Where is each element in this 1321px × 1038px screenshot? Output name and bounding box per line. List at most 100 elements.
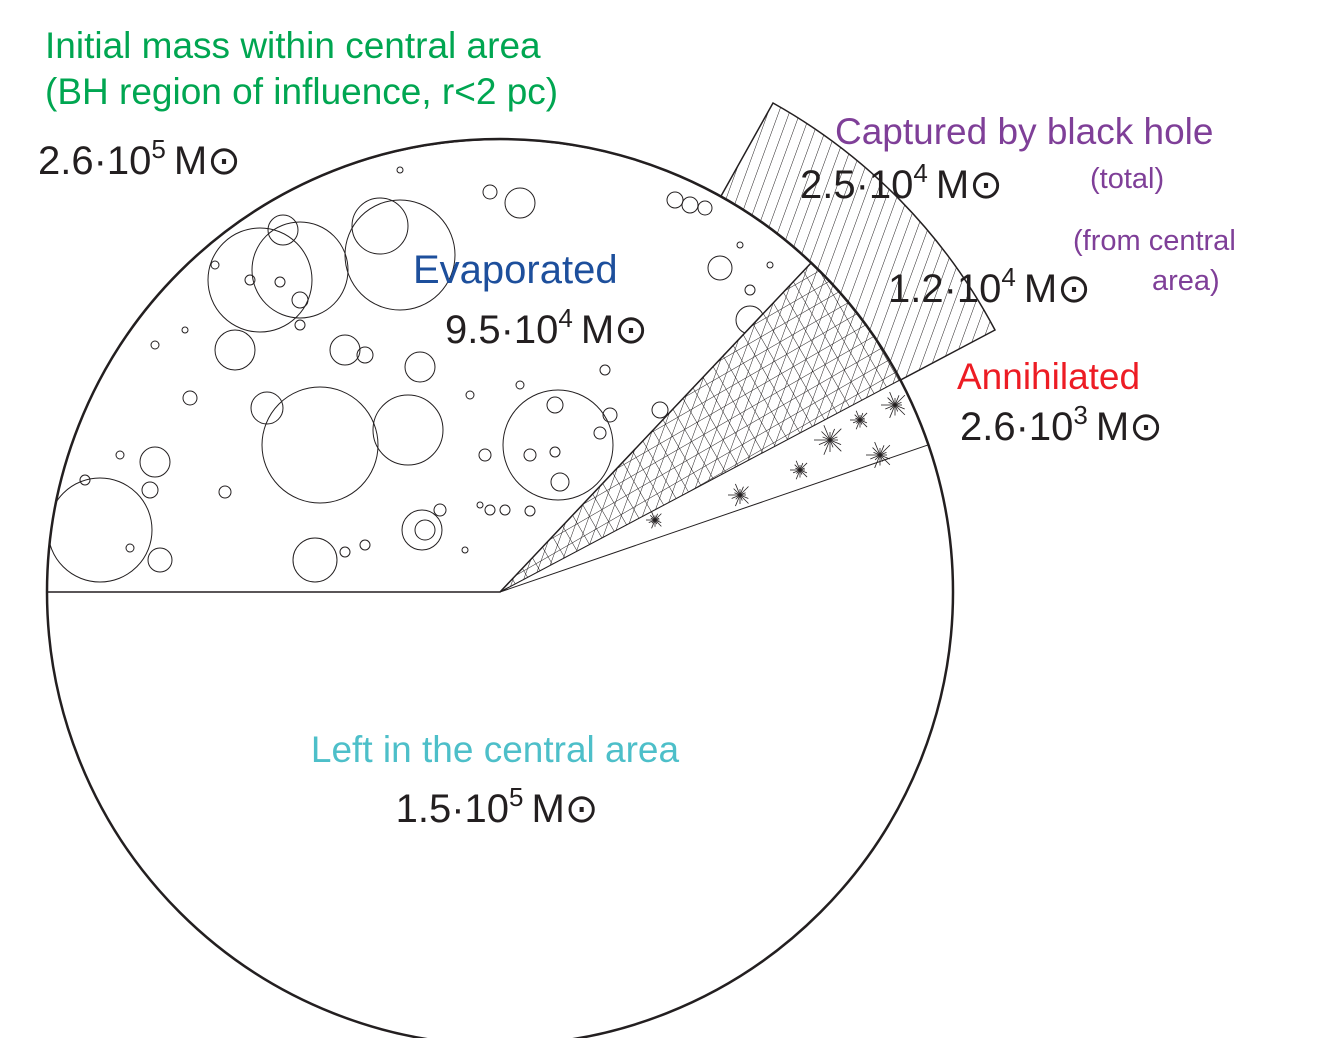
left-label: Left in the central area [311,729,680,770]
unit: M⊙ [174,139,241,183]
star-ray [823,439,831,455]
circle-outline [45,137,955,1038]
star-ray [859,417,865,421]
bubble [666,191,684,209]
unit: M⊙ [581,308,648,352]
star-ray [795,460,801,471]
bubble [461,546,469,554]
bubble [291,291,309,309]
star-ray [829,436,838,441]
captured-central-mass: 1.2·104 M⊙ [888,262,1091,311]
star-ray [872,447,881,456]
star-ray [795,469,801,480]
mantissa: 1.2·10 [888,267,1001,311]
star-ray [889,404,896,419]
star-ray [654,517,660,521]
star-ray [855,419,861,430]
star-ray [731,494,741,499]
bubble [356,346,374,364]
star-ray [859,412,864,421]
bubble [339,546,351,558]
bubble [502,389,614,501]
star-ray [735,494,741,507]
star-ray [794,464,801,471]
star-ray [894,404,906,416]
bubble [351,197,409,255]
bubble [244,274,256,286]
star-ray [894,401,902,406]
bubble [707,255,733,281]
bubble [478,448,492,462]
captured-total-note: (total) [1090,163,1164,195]
star-ray [879,454,890,460]
bubble [546,396,564,414]
bubble [593,426,607,440]
exponent: 4 [558,303,572,333]
captured-central-note1: (from central [1073,225,1236,257]
bubble [207,227,313,333]
star-ray [824,439,831,446]
bubble [182,390,198,406]
bubble [294,319,306,331]
bubble [141,481,159,499]
star-ray [799,469,808,474]
bubble [599,364,611,376]
bubble [181,326,189,334]
unit: M⊙ [532,787,599,831]
star-ray [889,404,896,411]
bubble [549,446,561,458]
star-ray [733,488,741,496]
bubble [766,261,774,269]
title-line2: (BH region of influence, r<2 pc) [45,71,558,112]
star-ray [799,469,808,478]
bubble [523,448,537,462]
bubble [651,401,669,419]
bubble [697,200,713,216]
star-ray [870,454,881,460]
star-ray [822,436,831,441]
mantissa: 2.5·10 [800,163,913,207]
star-ray [739,494,749,499]
star-ray [894,404,905,410]
star-ray [799,462,808,471]
bubble [484,504,496,516]
star-ray [651,519,656,529]
bubble [482,184,498,200]
unit: M⊙ [1024,267,1091,311]
star-ray [874,441,881,456]
star-ray [799,467,805,471]
star-ray [879,454,884,462]
bubble [515,380,525,390]
star-ray [894,395,900,406]
star-ray [654,513,658,521]
star-ray [874,454,881,461]
star-ray [885,404,896,410]
star-ray [879,454,891,466]
bubble [359,539,371,551]
bubble [79,474,91,486]
star-ray [829,439,834,448]
star-ray [829,439,842,445]
star-ray [852,419,861,424]
star-ray [873,451,881,456]
star-ray [859,419,868,424]
star-ray [879,451,887,456]
title-line1: Initial mass within central area [45,25,541,66]
bubble [261,386,379,504]
bubble [736,241,744,249]
star-ray [648,519,656,523]
evaporated-label: Evaporated [413,248,618,292]
evaporated-mass: 9.5·104 M⊙ [445,303,648,352]
star-ray [792,469,801,474]
mantissa: 1.5·10 [396,787,509,831]
bubble [414,519,436,541]
exponent: 3 [1073,400,1087,430]
captured-central-hatch [500,263,900,592]
bubble [476,501,484,509]
bubble [401,509,443,551]
star-ray [887,397,896,406]
mantissa: 2.6·10 [38,139,151,183]
bubble [274,276,286,288]
star-ray [854,414,861,421]
